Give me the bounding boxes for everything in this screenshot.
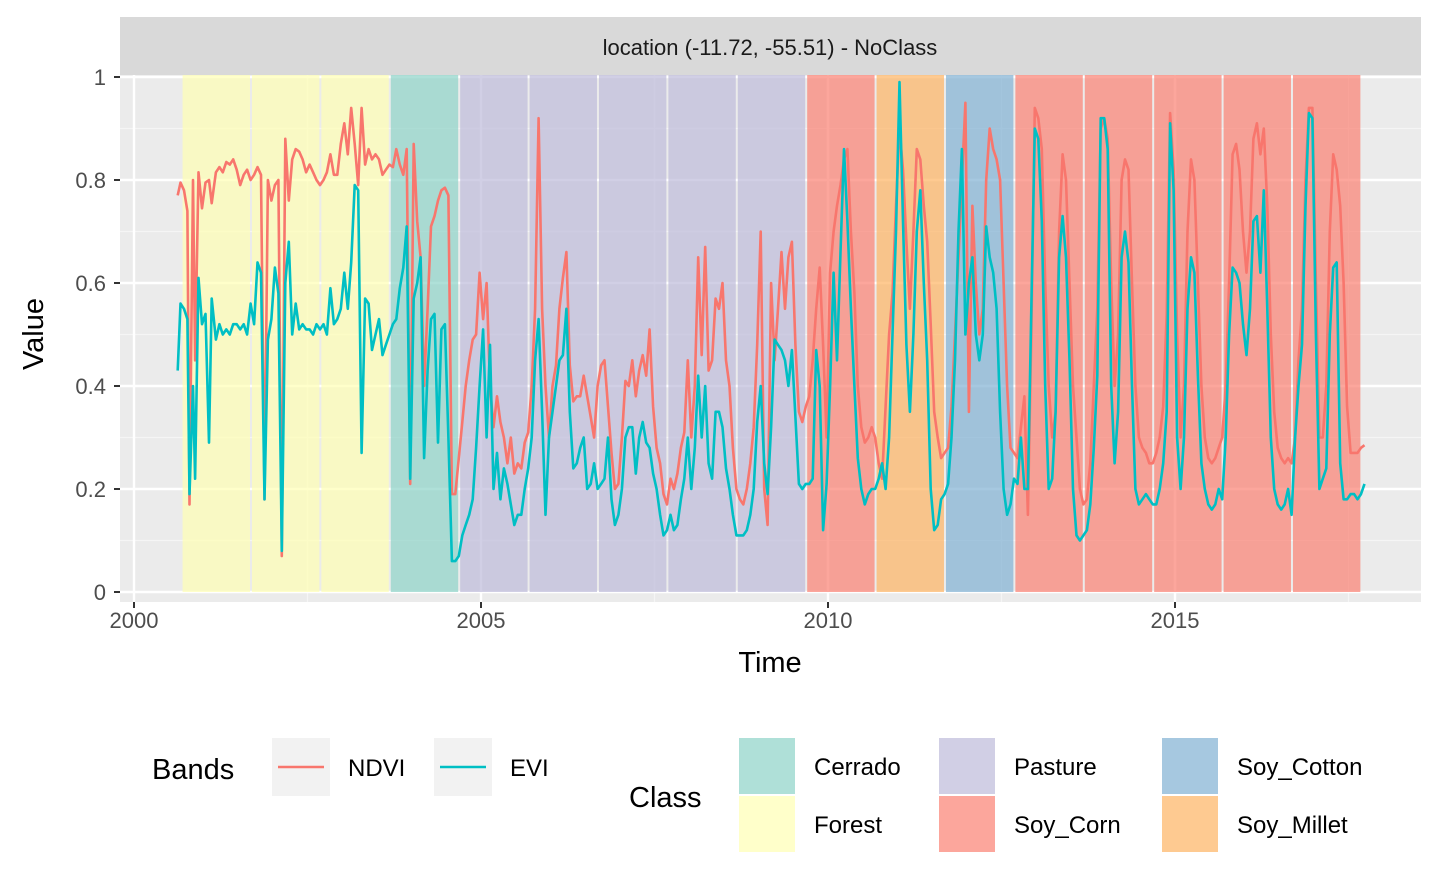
class-band-soy-corn — [807, 75, 875, 592]
legend-label-evi: EVI — [510, 755, 549, 782]
facet-strip-background — [120, 17, 1421, 75]
legend-label-soy-millet: Soy_Millet — [1237, 812, 1348, 839]
legend-label-pasture: Pasture — [1014, 754, 1097, 781]
series-lines — [176, 80, 1366, 563]
legend: Bands Class NDVI EVI Cerrado Forest Pasture S… — [152, 738, 1362, 852]
facet-strip: location (-11.72, -55.51) - NoClass — [120, 17, 1421, 75]
legend-key-soy-corn — [939, 796, 995, 852]
legend-label-soy-cotton: Soy_Cotton — [1237, 754, 1362, 781]
class-band-pasture — [598, 75, 667, 592]
legend-label-cerrado: Cerrado — [814, 754, 901, 781]
facet-title: location (-11.72, -55.51) - NoClass — [603, 35, 938, 60]
y-tick-label: 0.2 — [75, 477, 106, 502]
y-axis-title: Value — [18, 298, 50, 370]
legend-key-cerrado — [739, 738, 795, 794]
legend-key-pasture — [939, 738, 995, 794]
legend-key-soy-cotton — [1162, 738, 1218, 794]
x-axis-title: Time — [738, 647, 801, 679]
legend-key-soy-millet — [1162, 796, 1218, 852]
legend-label-ndvi: NDVI — [348, 755, 405, 782]
legend-label-soy-corn: Soy_Corn — [1014, 812, 1121, 839]
legend-title-class: Class — [629, 782, 702, 814]
series-line-ndvi — [176, 101, 1366, 558]
axes: 0 0.2 0.4 0.6 0.8 1 2000 2005 2010 2015 — [75, 65, 1199, 633]
x-tick-label: 2010 — [804, 608, 853, 633]
class-band-soy-corn — [1015, 75, 1083, 592]
legend-label-forest: Forest — [814, 812, 882, 839]
class-bands — [182, 75, 1361, 592]
x-tick-label: 2000 — [110, 608, 159, 633]
y-tick-label: 0.8 — [75, 168, 106, 193]
legend-title-bands: Bands — [152, 754, 234, 786]
y-tick-label: 0.6 — [75, 271, 106, 296]
series-line-evi — [176, 80, 1366, 563]
y-tick-label: 0 — [94, 580, 106, 605]
y-tick-label: 1 — [94, 65, 106, 90]
y-tick-label: 0.4 — [75, 374, 106, 399]
x-tick-label: 2015 — [1151, 608, 1200, 633]
legend-key-forest — [739, 796, 795, 852]
class-band-cerrado — [390, 75, 459, 592]
x-tick-label: 2005 — [457, 608, 506, 633]
